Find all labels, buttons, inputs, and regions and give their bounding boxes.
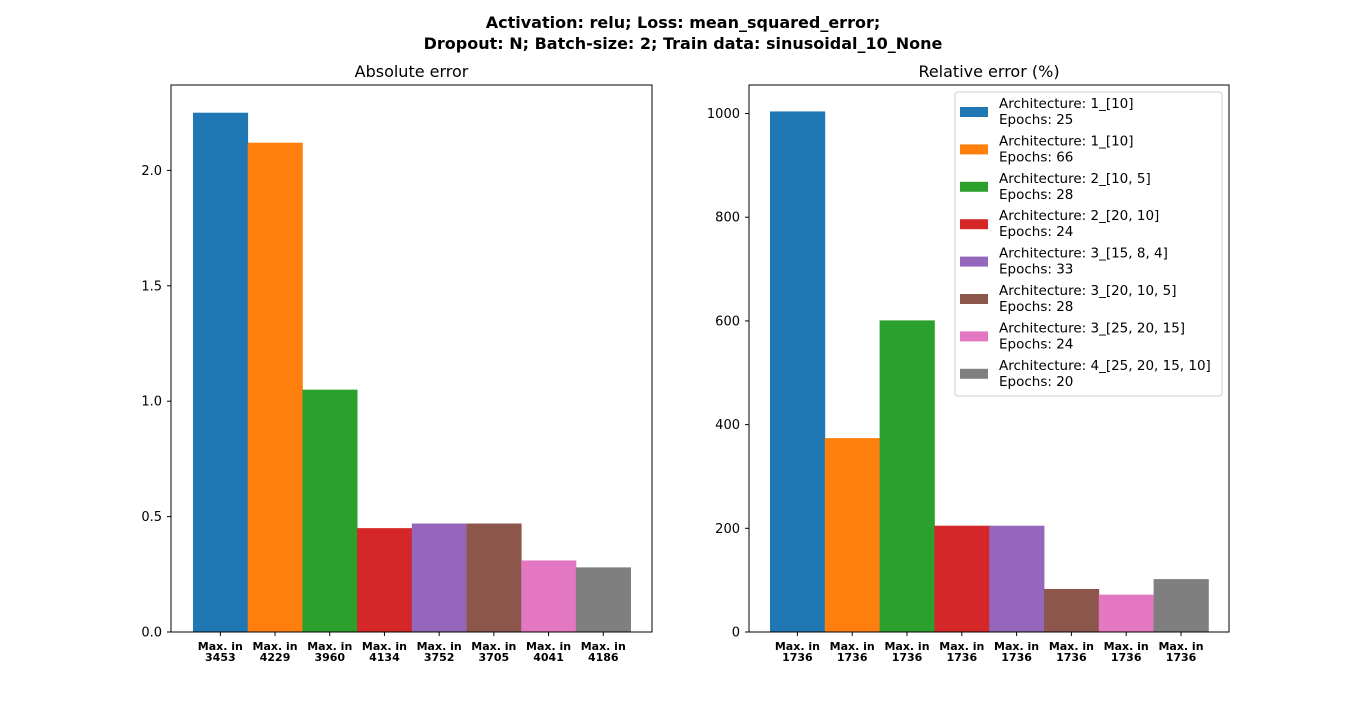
absolute-error-xlabel-6-line-1: Max. in (471, 640, 516, 653)
relative-error-bar-1 (770, 111, 826, 632)
legend-architecture-5: Architecture: 3_[15, 8, 4] (999, 246, 1168, 262)
absolute-error-xlabel-5-line-1: Max. in (417, 640, 462, 653)
absolute-error-ytick-label-3: 1.0 (141, 395, 162, 410)
absolute-error-xlabel-4-line-1: Max. in (362, 640, 407, 653)
absolute-error-bar-1 (193, 112, 249, 632)
legend-epochs-7: Epochs: 24 (999, 336, 1073, 352)
legend: Architecture: 1_[10]Epochs: 25Architectu… (954, 91, 1223, 397)
absolute-error-xlabel-3-line-2: 3960 (314, 651, 345, 664)
relative-error-xlabel-5-line-1: Max. in (994, 640, 1039, 653)
absolute-error-xlabel-3-line-1: Max. in (307, 640, 352, 653)
relative-error-ytick-label-4: 600 (715, 314, 740, 329)
relative-error-ytick-label-6: 1000 (707, 107, 740, 122)
legend-architecture-8: Architecture: 4_[25, 20, 15, 10] (999, 358, 1211, 374)
relative-error-xlabel-7-line-2: 1736 (1111, 651, 1142, 664)
absolute-error-bar-2 (247, 142, 303, 632)
legend-epochs-6: Epochs: 28 (999, 299, 1073, 315)
relative-error-xlabel-7-line-1: Max. in (1104, 640, 1149, 653)
relative-error-xlabel-6-line-2: 1736 (1056, 651, 1087, 664)
absolute-error-ytick-label-5: 2.0 (141, 164, 162, 179)
absolute-error-xlabel-1-line-2: 3453 (205, 651, 236, 664)
relative-error-xlabel-8-line-2: 1736 (1166, 651, 1197, 664)
relative-error-axes-frame (748, 84, 1230, 633)
legend-swatch-1 (960, 107, 988, 117)
legend-architecture-4: Architecture: 2_[20, 10] (999, 208, 1159, 224)
absolute-error-axes-frame (170, 84, 653, 633)
relative-error-bar-3 (879, 320, 935, 632)
legend-architecture-3: Architecture: 2_[10, 5] (999, 171, 1151, 187)
absolute-error-ytick-label-4: 1.5 (141, 279, 162, 294)
legend-swatch-6 (960, 294, 988, 304)
relative-error-xlabel-6-line-1: Max. in (1049, 640, 1094, 653)
figure-title-line-1: Activation: relu; Loss: mean_squared_err… (486, 13, 880, 32)
legend-epochs-3: Epochs: 28 (999, 187, 1073, 203)
legend-architecture-7: Architecture: 3_[25, 20, 15] (999, 320, 1185, 336)
absolute-error-xlabel-2-line-2: 4229 (260, 651, 291, 664)
legend-epochs-1: Epochs: 25 (999, 112, 1073, 128)
figure-title-line-2: Dropout: N; Batch-size: 2; Train data: s… (424, 34, 943, 53)
absolute-error-xlabel-7-line-2: 4041 (533, 651, 564, 664)
relative-error-bar-8 (1153, 579, 1209, 632)
relative-error-bar-6 (1044, 588, 1100, 632)
relative-error-xlabel-4-line-2: 1736 (946, 651, 977, 664)
relative-error-bar-4 (934, 525, 990, 632)
absolute-error-bar-3 (302, 389, 358, 632)
relative-error-xlabel-8-line-1: Max. in (1158, 640, 1203, 653)
legend-architecture-2: Architecture: 1_[10] (999, 133, 1134, 149)
relative-error-title: Relative error (%) (918, 62, 1059, 81)
absolute-error-bar-8 (575, 567, 631, 632)
absolute-error-bar-7 (521, 560, 577, 632)
legend-epochs-8: Epochs: 20 (999, 374, 1073, 390)
relative-error-ytick-label-3: 400 (715, 418, 740, 433)
relative-error-xlabel-2-line-1: Max. in (830, 640, 875, 653)
relative-error-xlabel-3-line-1: Max. in (884, 640, 929, 653)
absolute-error-xlabel-4-line-2: 4134 (369, 651, 400, 664)
legend-swatch-2 (960, 144, 988, 155)
absolute-error-xlabel-1-line-1: Max. in (198, 640, 243, 653)
relative-error-ytick-label-2: 200 (715, 522, 740, 537)
relative-error-bar-7 (1098, 594, 1154, 632)
absolute-error-xlabel-2-line-1: Max. in (253, 640, 298, 653)
relative-error-ytick-label-1: 0 (732, 626, 740, 641)
legend-swatch-8 (960, 368, 988, 379)
legend-swatch-4 (960, 219, 988, 230)
legend-epochs-4: Epochs: 24 (999, 224, 1073, 240)
relative-error-xlabel-2-line-2: 1736 (837, 651, 868, 664)
absolute-error-xlabel-6-line-2: 3705 (479, 651, 510, 664)
legend-swatch-7 (960, 331, 988, 342)
legend-epochs-2: Epochs: 66 (999, 149, 1073, 165)
relative-error-xlabel-4-line-1: Max. in (939, 640, 984, 653)
relative-error-ytick-label-5: 800 (715, 211, 740, 226)
absolute-error-bar-4 (357, 528, 413, 632)
relative-error-xlabel-1-line-1: Max. in (775, 640, 820, 653)
absolute-error-xlabel-5-line-2: 3752 (424, 651, 455, 664)
absolute-error-title: Absolute error (355, 62, 469, 81)
absolute-error-ytick-label-1: 0.0 (141, 626, 162, 641)
absolute-error-bar-5 (411, 523, 467, 632)
legend-box (954, 91, 1223, 397)
legend-architecture-6: Architecture: 3_[20, 10, 5] (999, 283, 1176, 299)
relative-error-xlabel-3-line-2: 1736 (892, 651, 923, 664)
legend-architecture-1: Architecture: 1_[10] (999, 96, 1134, 112)
legend-swatch-5 (960, 256, 988, 267)
relative-error-bar-2 (824, 438, 880, 632)
absolute-error-xlabel-8-line-2: 4186 (588, 651, 619, 664)
relative-error-xlabel-5-line-2: 1736 (1001, 651, 1032, 664)
relative-error-bar-5 (989, 525, 1045, 632)
legend-swatch-3 (960, 181, 988, 192)
relative-error-xlabel-1-line-2: 1736 (782, 651, 813, 664)
absolute-error-bar-6 (466, 523, 522, 632)
absolute-error-xlabel-8-line-1: Max. in (581, 640, 626, 653)
absolute-error-ytick-label-2: 0.5 (141, 510, 162, 525)
absolute-error-xlabel-7-line-1: Max. in (526, 640, 571, 653)
legend-epochs-5: Epochs: 33 (999, 262, 1073, 278)
